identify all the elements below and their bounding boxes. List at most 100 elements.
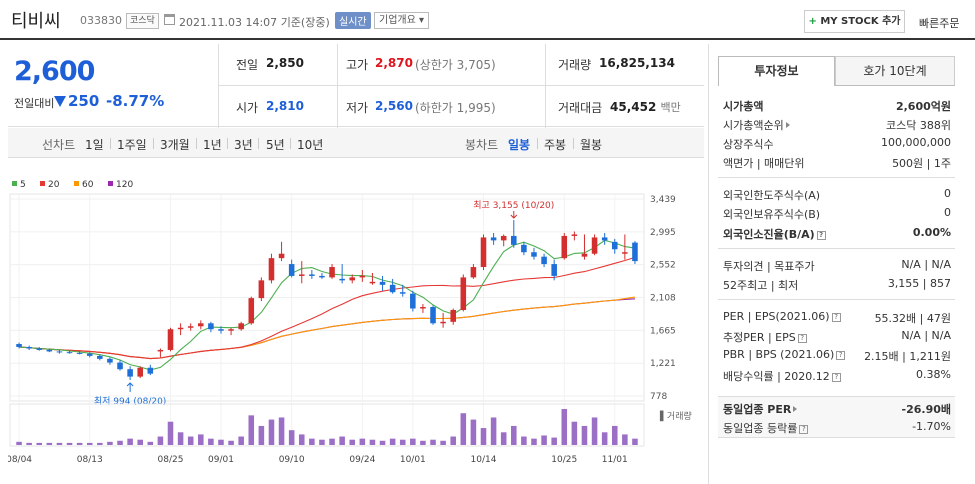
period-3y[interactable]: 3년 (234, 138, 253, 152)
divider (718, 299, 955, 300)
divider (835, 85, 955, 86)
volume-bar (561, 409, 568, 445)
volume-bar (339, 436, 345, 445)
upper-limit: (상한가 3,705) (415, 58, 496, 72)
legend-swatch-60 (74, 181, 79, 186)
divider (218, 85, 704, 86)
volume-plot-area (9, 403, 645, 447)
volume-bar (177, 432, 184, 445)
extreme-markers: 최고 3,155 (10/20) 최저 994 (08/20) (94, 200, 554, 407)
moving-averages (18, 239, 636, 371)
price-summary (8, 43, 704, 127)
candle (410, 293, 416, 309)
x-tick-label: 10/14 (471, 455, 497, 465)
realtime-badge[interactable]: 실시간 (335, 12, 371, 29)
candle (298, 274, 305, 276)
legend-swatch-20 (40, 181, 45, 186)
volume-bar (500, 432, 507, 445)
legend-swatch-120 (108, 181, 113, 186)
candle (420, 307, 426, 309)
company-overview-dropdown[interactable]: 기업개요 ▾ (374, 12, 429, 29)
candle (258, 280, 265, 299)
volume-bar (107, 441, 113, 445)
help-icon[interactable]: ? (831, 313, 841, 322)
help-icon[interactable]: ? (836, 351, 846, 360)
candle-monthly[interactable]: 월봉 (580, 138, 603, 152)
candle (278, 253, 285, 259)
par-value-label: 액면가 | 매매단위 (723, 157, 805, 170)
candle (389, 284, 396, 293)
candle (147, 367, 154, 374)
candle (369, 281, 376, 284)
volume-bar (97, 442, 103, 445)
period-5y[interactable]: 5년 (266, 138, 285, 152)
foreign-ratio-label: 외국인소진율(B/A)? (723, 226, 826, 242)
help-icon[interactable]: ? (816, 231, 826, 240)
period-3m[interactable]: 3개월 (160, 138, 190, 152)
high-price: 2,870 (375, 56, 413, 70)
candle (511, 235, 517, 245)
divider (573, 138, 574, 149)
market-badge: 코스닥 (126, 13, 159, 29)
candle (601, 237, 608, 241)
volume-label: 거래량 (558, 58, 592, 72)
candle (339, 278, 345, 281)
candle (319, 275, 325, 278)
x-axis: 08/04 08/13 08/25 09/01 09/10 09/24 10/01 10/14… (8, 455, 628, 465)
candle-weekly[interactable]: 주봉 (544, 138, 567, 152)
divider (337, 44, 338, 128)
volume-bar (309, 438, 315, 445)
x-tick-label: 09/10 (279, 455, 305, 465)
current-price: 2,600 (14, 56, 95, 87)
x-tick-label: 09/01 (208, 455, 234, 465)
candle-chart-label: 봉차트 (465, 138, 499, 152)
y-tick-label: 1,665 (650, 326, 676, 336)
plus-icon: + (808, 16, 821, 27)
volume-bar (208, 438, 214, 445)
tab-orderbook[interactable]: 호가 10단계 (835, 56, 955, 86)
x-tick-label: 10/25 (551, 455, 577, 465)
open-price: 2,810 (266, 99, 304, 113)
y-tick-label: 2,552 (650, 261, 676, 271)
divider (545, 44, 546, 128)
volume: 16,825,134 (599, 56, 675, 70)
quick-order-button[interactable]: 빠른주문 (919, 17, 960, 30)
market-cap-rank-label[interactable]: 시가총액순위 (723, 117, 790, 133)
help-icon[interactable]: ? (831, 373, 841, 382)
volume-bar (581, 425, 588, 445)
add-mystock-button[interactable]: + MY STOCK 추가 (804, 10, 905, 33)
period-1w[interactable]: 1주일 (117, 138, 147, 152)
volume-bar (622, 434, 628, 445)
volume-bar (36, 442, 43, 445)
period-1d[interactable]: 1일 (85, 138, 104, 152)
industry-per-label[interactable]: 동일업종 PER (723, 401, 798, 417)
stock-header (0, 0, 975, 40)
amount-label: 거래대금 (558, 101, 603, 115)
candle (470, 267, 477, 278)
volume-bar (410, 438, 416, 445)
divider (718, 177, 955, 178)
industry-per-value: -26.90배 (901, 403, 951, 416)
est-per-value: N/A | N/A (901, 329, 951, 342)
candle (430, 307, 436, 324)
volume-bar (76, 442, 83, 445)
candlestick-chart[interactable]: 5 20 60 120 3,439 2,995 2,552 2,108 1,665 1,221 7… (8, 172, 698, 482)
tab-investment-info[interactable]: 투자정보 (718, 56, 835, 86)
candle-daily[interactable]: 일봉 (508, 138, 531, 152)
volume-bar (278, 417, 285, 445)
help-icon[interactable]: ? (799, 425, 809, 434)
candle (329, 267, 335, 278)
help-icon[interactable]: ? (797, 334, 807, 343)
period-10y[interactable]: 10년 (297, 138, 324, 152)
period-1y[interactable]: 1년 (203, 138, 222, 152)
candle (248, 298, 255, 324)
volume-bar (470, 419, 477, 445)
volume-bar (127, 438, 133, 445)
caret-right-icon (785, 122, 790, 128)
volume-bar (511, 425, 517, 445)
candle (97, 355, 103, 359)
volume-bar (46, 442, 53, 445)
low-marker-label: 최저 994 (08/20) (94, 396, 166, 407)
candle (167, 329, 174, 350)
candle (581, 253, 588, 257)
